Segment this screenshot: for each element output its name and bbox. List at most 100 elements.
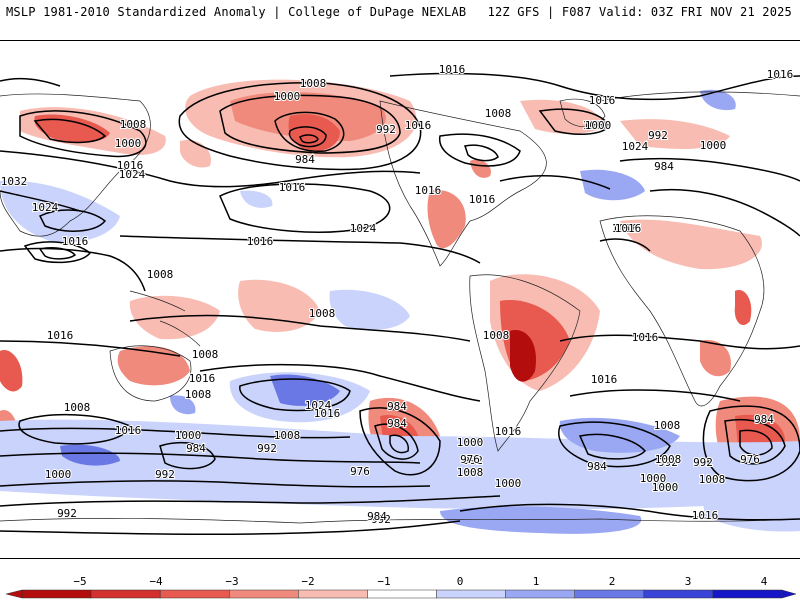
isobar	[464, 144, 499, 162]
isobar-label: 1000	[495, 477, 522, 490]
isobar-label: 1016	[495, 425, 522, 438]
isobar-label: 992	[648, 129, 668, 142]
colorbar-tick-label: −5	[73, 575, 86, 588]
isobar	[569, 389, 741, 402]
isobar-label: 1000	[652, 481, 679, 494]
isobar-label: 1016	[589, 94, 616, 107]
isobar-label: 992	[658, 456, 678, 469]
isobar-label: 1008	[300, 77, 327, 90]
isobar-label: 1032	[1, 175, 28, 188]
isobar	[0, 340, 181, 357]
isobar-label: 1016	[279, 181, 306, 194]
isobar-label: 1000	[583, 119, 610, 132]
isobar-label: 1000	[640, 472, 667, 485]
isobar-label: 1000	[274, 90, 301, 103]
isobar-label: 1008	[655, 453, 682, 466]
isobar-label: 1016	[62, 235, 89, 248]
isobar	[299, 134, 319, 144]
isobar	[18, 413, 131, 445]
isobar-label: 992	[693, 456, 713, 469]
isobar-label: 1016	[115, 424, 142, 437]
colorbar-tick-label: 2	[609, 575, 616, 588]
anomaly-patch	[129, 295, 220, 340]
isobar-label: 1000	[45, 468, 72, 481]
isobar-label: 1016	[117, 159, 144, 172]
isobar-label: 1016	[615, 222, 642, 235]
isobar	[19, 110, 147, 158]
isobar-label: 1000	[652, 481, 679, 494]
isobar	[0, 495, 501, 507]
isobar	[199, 363, 481, 402]
isobar-label: 1016	[612, 222, 639, 235]
isobar-label: 1008	[274, 429, 301, 442]
colorbar-segment	[367, 589, 437, 599]
isobar-label: 984	[587, 460, 607, 473]
isobar-label: 1008	[485, 107, 512, 120]
anomaly-patch	[34, 114, 110, 143]
isobar-label: 1016	[591, 373, 618, 386]
isobar-label: 992	[371, 513, 391, 526]
anomaly-patch	[288, 114, 340, 152]
map-title: MSLP 1981-2010 Standardized Anomaly | Co…	[6, 5, 467, 19]
anomaly-patch	[510, 330, 536, 382]
isobar-label: 1008	[147, 268, 174, 281]
isobar	[559, 334, 800, 350]
isobar	[0, 190, 81, 212]
isobar-label: 1016	[439, 63, 466, 76]
colorbar-segment	[505, 589, 575, 599]
isobar	[578, 433, 647, 460]
colorbar-min-arrow	[5, 589, 23, 599]
isobar-label: 1016	[469, 193, 496, 206]
anomaly-patch	[700, 89, 736, 111]
anomaly-patch	[329, 289, 410, 330]
anomaly-patch	[470, 159, 491, 178]
anomaly-patch	[170, 395, 196, 415]
colorbar-tick-label: −3	[225, 575, 238, 588]
anomaly-patch	[700, 340, 731, 377]
isobar-label: 992	[463, 454, 483, 467]
isobar	[0, 520, 461, 536]
isobars	[0, 72, 800, 536]
isobar-label: 1024	[622, 140, 649, 153]
isobar	[459, 503, 800, 521]
anomaly-patch	[520, 99, 605, 134]
isobar-label: 1016	[692, 509, 719, 522]
isobar	[499, 174, 611, 190]
isobar-label: 1016	[47, 329, 74, 342]
colorbar-tick-label: −2	[301, 575, 314, 588]
anomaly-patch	[559, 417, 680, 453]
map-canvas: 1016 101610081000100810009929841016100810…	[0, 62, 800, 536]
isobar	[178, 82, 422, 171]
isobar-label: 1008	[309, 307, 336, 320]
isobar	[288, 126, 327, 148]
isobar	[599, 238, 651, 252]
isobar	[274, 111, 345, 152]
isobar	[119, 235, 481, 264]
isobar	[389, 434, 409, 454]
colorbar-tick-label: 0	[457, 575, 464, 588]
isobar	[0, 452, 421, 464]
isobar-label: 1016	[415, 184, 442, 197]
isobar	[129, 314, 471, 342]
isobar	[159, 441, 216, 470]
isobar-label: 1016	[632, 331, 659, 344]
isobar-label: 1008	[483, 329, 510, 342]
isobar-label: 984	[295, 153, 315, 166]
isobar-label: 1024	[305, 399, 332, 412]
isobar-label: 1016	[314, 407, 341, 420]
isobar-label: 1016	[247, 235, 274, 248]
isobar-label: 976	[740, 453, 760, 466]
anomaly-patch	[620, 119, 730, 149]
isobar	[219, 94, 401, 154]
colorbar-svg: −5−4−3−2−1012345	[5, 575, 797, 599]
isobar-label: 1008	[654, 419, 681, 432]
isobar-label: 976	[350, 465, 370, 478]
colorbar-segment	[159, 589, 230, 599]
anomaly-patch	[0, 350, 23, 392]
isobar	[389, 72, 800, 101]
anomaly-map: 1016 1016 1008 1000 1008 1000 992 984 1016 1008 10…	[0, 40, 800, 559]
colorbar-tick-label: −4	[149, 575, 163, 588]
colorbar-segment	[298, 589, 368, 599]
isobar	[0, 427, 351, 439]
isobar	[38, 247, 77, 260]
